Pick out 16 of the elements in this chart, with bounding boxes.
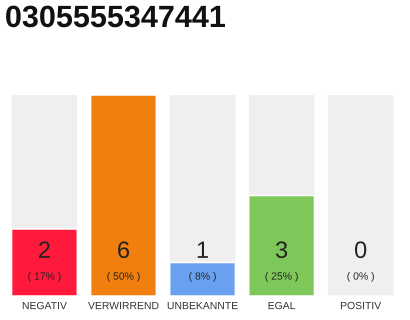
data-label: 2 <box>39 241 50 258</box>
annotation: ( 8% ) <box>189 272 216 282</box>
annotation: ( 0% ) <box>347 272 374 282</box>
x-tick-label: EGAL <box>268 302 296 310</box>
data-label: 3 <box>276 241 288 258</box>
annotation: ( 25% ) <box>265 272 298 282</box>
data-label: 0 <box>354 241 366 258</box>
x-tick-label: UNBEKANNTE <box>168 302 238 310</box>
annotation: ( 17% ) <box>28 272 61 282</box>
annotation: ( 50% ) <box>107 272 140 282</box>
x-tick-label: POSITIV <box>340 302 382 310</box>
data-label: 1 <box>198 242 208 258</box>
data-label: 6 <box>118 241 130 258</box>
x-tick-label: VERWIRREND <box>88 302 158 310</box>
chart-title: 0305555347441 <box>6 6 225 28</box>
x-tick-label: NEGATIV <box>22 302 67 310</box>
